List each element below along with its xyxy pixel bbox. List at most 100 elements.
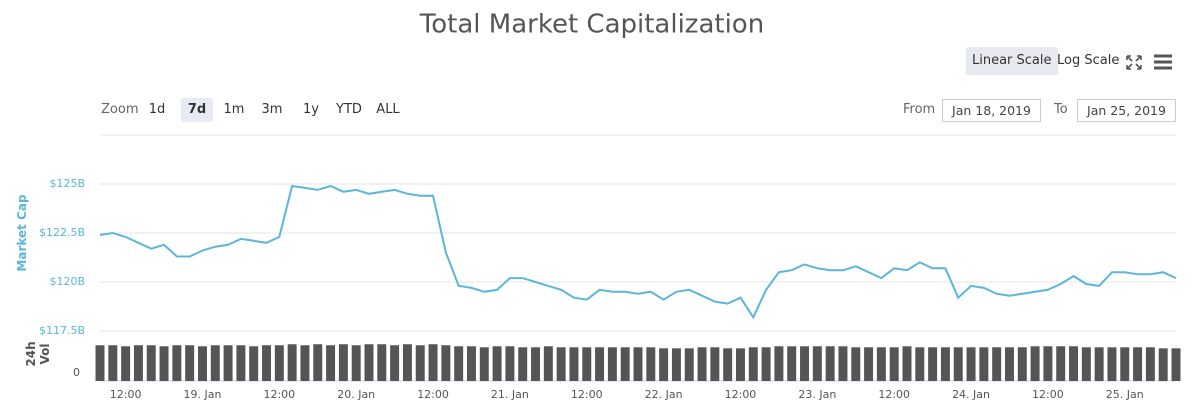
volume-bar [735,348,745,381]
volume-bar [249,346,259,381]
volume-bar [197,346,207,381]
volume-bar [428,344,438,381]
volume-bar [531,347,541,381]
zoom-button[interactable]: 1y [303,102,319,117]
volume-bar [620,347,630,381]
zoom-button[interactable]: 1d [148,102,166,117]
volume-bar [1017,347,1027,381]
y-axis-title: Market Cap [15,194,29,272]
volume-bar [889,347,899,381]
volume-bar [1094,347,1104,381]
volume-bar [812,346,822,381]
zoom-button[interactable]: YTD [336,102,362,117]
volume-bar [108,345,118,381]
x-tick-label: 19. Jan [183,388,221,401]
volume-bar [1056,346,1066,381]
volume-bar [787,346,797,381]
volume-bar [454,346,464,381]
volume-bar [607,347,617,381]
volume-bar [800,346,810,381]
x-tick-label: 22. Jan [645,388,683,401]
volume-bar [377,344,387,381]
volume-bar [262,345,272,381]
zoom-button[interactable]: 1m [223,102,245,117]
volume-bar [595,347,605,381]
volume-bar [543,346,553,381]
x-tick-label: 12:00 [110,388,142,401]
volume-bar [1133,347,1143,381]
x-tick-label: 12:00 [1032,388,1064,401]
to-date-input[interactable]: Jan 25, 2019 [1077,99,1176,122]
volume-bar [479,347,489,381]
x-tick-label: 25. Jan [1106,388,1144,401]
volume-bar [1145,347,1155,381]
volume-bar [953,347,963,381]
volume-bar [646,347,656,381]
volume-bar [415,345,425,381]
volume-bar [966,347,976,381]
zoom-button[interactable]: ALL [376,102,400,117]
volume-bar [761,347,771,381]
from-label: From [903,102,936,117]
volume-bar [351,345,361,381]
volume-bar [326,345,336,381]
volume-bar [390,345,400,381]
x-tick-label: 12:00 [571,388,603,401]
volume-bar [210,345,220,381]
volume-bar [928,347,938,381]
x-tick-label: 12:00 [878,388,910,401]
x-tick-label: 23. Jan [798,388,836,401]
zoom-button[interactable]: 7d [181,98,213,122]
to-label: To [1054,102,1068,117]
volume-bar [159,346,169,381]
volume-bar [825,346,835,381]
volume-bar [684,348,694,381]
zoom-label: Zoom [101,102,139,117]
volume-bar [851,347,861,381]
volume-bar [1120,347,1130,381]
volume-bar [223,345,233,381]
volume-bar [1107,347,1117,381]
volume-bar [338,344,348,381]
x-tick-label: 20. Jan [337,388,375,401]
volume-bar [710,347,720,381]
volume-bar [1043,346,1053,381]
x-tick-label: 24. Jan [952,388,990,401]
volume-bar [1030,346,1040,381]
scale-button[interactable]: Linear Scale [966,47,1058,75]
volume-bar [838,346,848,381]
y-tick-label: 0 [73,366,80,379]
volume-bar [402,344,412,381]
volume-bar [492,346,502,381]
x-tick-label: 12:00 [263,388,295,401]
volume-bar [671,348,681,381]
volume-bar [1081,347,1091,381]
volume-bar [659,348,669,381]
x-tick-label: 12:00 [417,388,449,401]
volume-bar [582,347,592,381]
volume-bar [146,345,156,381]
volume-bar [723,348,733,381]
volume-bar [992,347,1002,381]
volume-bar [774,346,784,381]
fullscreen-icon[interactable] [1126,55,1142,70]
price-line [99,184,1177,320]
volume-bar [902,346,912,381]
volume-bar [979,347,989,381]
volume-bar [1158,348,1168,381]
volume-bar [697,347,707,381]
scale-button[interactable]: Log Scale [1057,53,1120,68]
volume-bar [864,347,874,381]
volume-bar [940,347,950,381]
menu-icon[interactable] [1154,54,1172,70]
volume-bar [569,347,579,381]
from-date-input[interactable]: Jan 18, 2019 [942,99,1041,122]
volume-bar [466,346,476,381]
chart-title: Total Market Capitalization [419,10,764,40]
y-tick-label: $125B [49,177,85,190]
volume-bar [287,344,297,381]
volume-bar [274,345,284,381]
zoom-button[interactable]: 3m [261,102,283,117]
y-tick-label: $117.5B [39,324,85,337]
